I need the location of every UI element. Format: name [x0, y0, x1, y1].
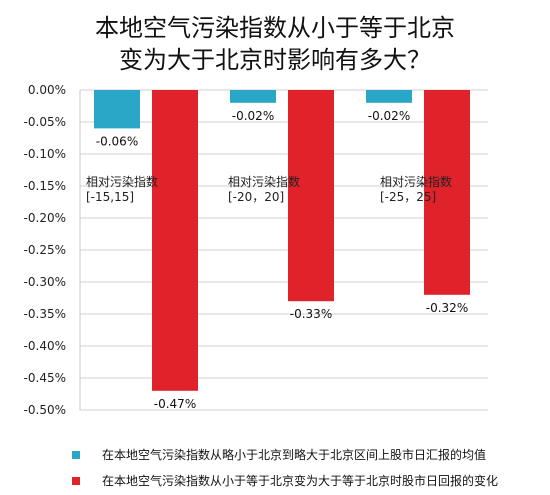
y-tick-label: -0.10% [24, 147, 66, 161]
legend-swatch-series-2 [72, 476, 80, 485]
bar-series-2-2 [288, 90, 334, 302]
bar-series-2-3 [424, 90, 470, 295]
group-label-range: [-20，20] [228, 190, 284, 204]
y-tick-label: 0.00% [28, 83, 66, 97]
y-tick-label: -0.25% [24, 243, 66, 257]
group-label-title: 相对污染指数 [86, 174, 158, 189]
y-tick-label: -0.40% [24, 339, 66, 353]
bar-series-2-1 [152, 90, 198, 391]
bar-series-1-2 [230, 90, 276, 103]
chart-title-line2: 变为大于北京时影响有多大？ [119, 46, 431, 74]
y-tick-label: -0.30% [24, 275, 66, 289]
data-label: -0.02% [232, 109, 274, 123]
y-tick-label: -0.35% [24, 307, 66, 321]
group-label-title: 相对污染指数 [228, 174, 300, 189]
y-tick-label: -0.45% [24, 371, 66, 385]
chart-title-line1: 本地空气污染指数从小于等于北京 [95, 14, 455, 42]
bar-series-1-3 [366, 90, 412, 103]
data-label: -0.32% [426, 301, 468, 315]
legend-label-series-1: 在本地空气污染指数从略小于北京到略大于北京区间上股市日汇报的均值 [102, 448, 487, 462]
legend-item-series-2: 在本地空气污染指数从小于等于北京变为大于等于北京时股市日回报的变化 [72, 472, 498, 489]
y-tick-label: -0.05% [24, 115, 66, 129]
data-label: -0.06% [96, 134, 138, 148]
legend-label-series-2: 在本地空气污染指数从小于等于北京变为大于等于北京时股市日回报的变化 [102, 474, 499, 488]
group-label-range: [-25，25] [380, 190, 436, 204]
group-label-range: [-15,15] [86, 190, 134, 204]
data-label: -0.33% [290, 307, 332, 321]
data-label: -0.02% [368, 109, 410, 123]
bar-series-1-1 [94, 90, 140, 129]
y-tick-label: -0.50% [24, 403, 66, 417]
y-tick-label: -0.20% [24, 211, 66, 225]
legend-item-series-1: 在本地空气污染指数从略小于北京到略大于北京区间上股市日汇报的均值 [72, 446, 486, 463]
y-tick-label: -0.15% [24, 179, 66, 193]
group-label-title: 相对污染指数 [380, 174, 452, 189]
data-label: -0.47% [154, 397, 196, 411]
legend-swatch-series-1 [72, 450, 80, 459]
